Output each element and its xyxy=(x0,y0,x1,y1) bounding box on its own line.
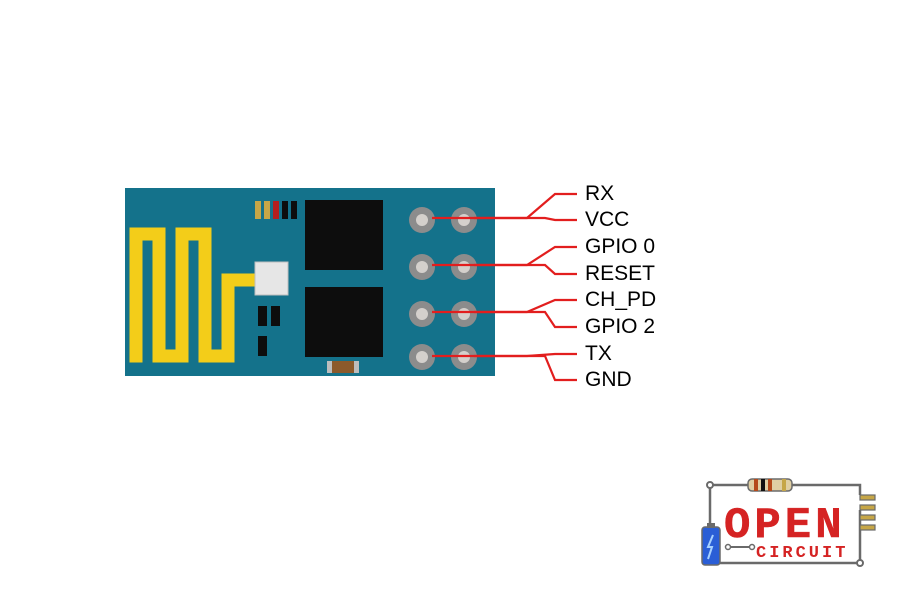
pin-label-reset: RESET xyxy=(585,262,655,286)
pin-label-gpio-2: GPIO 2 xyxy=(585,315,655,339)
pinout-diagram: RXVCCGPIO 0RESETCH_PDGPIO 2TXGND OPEN xyxy=(0,0,900,600)
pin-label-tx: TX xyxy=(585,342,612,366)
pin-label-rx: RX xyxy=(585,182,614,206)
open-circuit-logo: OPEN CIRCUIT xyxy=(690,465,880,580)
pin-label-gpio-0: GPIO 0 xyxy=(585,235,655,259)
pin-label-gnd: GND xyxy=(585,368,632,392)
logo-circuit-text: CIRCUIT xyxy=(756,544,848,563)
pin-label-vcc: VCC xyxy=(585,208,629,232)
pin-label-ch-pd: CH_PD xyxy=(585,288,656,312)
